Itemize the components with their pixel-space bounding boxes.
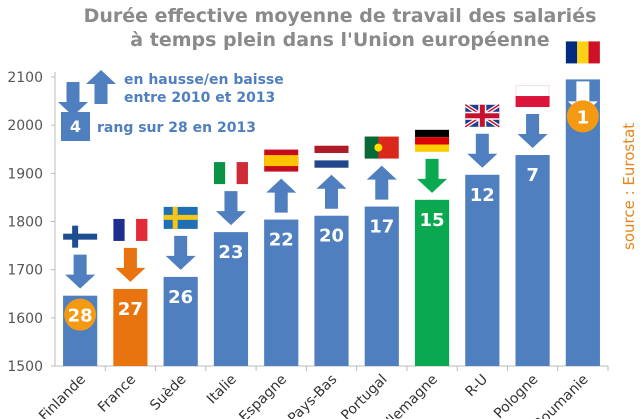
legend-rank-example: 4: [70, 117, 81, 136]
rank-label: 17: [369, 217, 394, 238]
flag-part: [415, 137, 450, 145]
flag-part: [163, 214, 198, 220]
trend-arrow-down-icon: [65, 254, 96, 289]
flag-part: [136, 218, 148, 241]
flag-allemagne-icon: [415, 129, 450, 152]
flag-part: [124, 218, 137, 241]
flag-part: [314, 145, 349, 154]
legend-arrow-up-icon: [86, 70, 116, 104]
flag-part: [314, 153, 349, 161]
flag-part: [516, 86, 549, 97]
x-tick-label: R-U: [463, 372, 492, 401]
flag-r-u-icon: [464, 103, 501, 129]
y-tick-label: 1500: [7, 359, 43, 375]
flag-part: [415, 129, 450, 138]
flag-part: [588, 41, 600, 64]
chart-title: Durée effective moyenne de travail des s…: [60, 4, 620, 52]
trend-arrow-up-icon: [266, 178, 297, 213]
rank-label: 15: [420, 210, 445, 231]
bar-espagne: [264, 219, 299, 366]
y-tick-label: 2000: [7, 118, 43, 134]
trend-arrow-up-icon: [316, 174, 347, 209]
title-line-2: à temps plein dans l'Union européenne: [130, 29, 550, 51]
trend-arrow-down-icon: [115, 247, 146, 282]
x-tick-label: France: [95, 372, 139, 416]
bar-pays-bas: [314, 215, 349, 366]
flag-part: [225, 162, 237, 185]
x-tick-label: Pays-Bas: [285, 372, 340, 419]
rank-highlight-circle: [566, 100, 599, 133]
bar-portugal: [364, 206, 399, 366]
y-tick-label: 1600: [7, 311, 43, 327]
y-tick-label: 1800: [7, 215, 43, 231]
legend-arrows-text-2: entre 2010 et 2013: [124, 90, 275, 106]
rank-label: 27: [118, 299, 143, 320]
flag-part: [364, 136, 379, 159]
trend-arrow-up-icon: [366, 165, 397, 200]
flag-part: [213, 162, 226, 185]
y-tick-label: 1900: [7, 166, 43, 182]
flag-part: [63, 233, 98, 240]
flag-finlande-icon: [63, 225, 98, 248]
bar-r-u: [465, 174, 500, 366]
x-tick-label: Pologne: [491, 372, 541, 419]
flag-part: [314, 160, 349, 168]
legend-arrows-text: en hausse/en baisse: [124, 72, 284, 88]
flag-italie-icon: [213, 162, 248, 185]
trend-arrow-down-icon: [517, 114, 548, 149]
x-tick-label: Espagne: [236, 372, 290, 419]
rank-label: 1: [577, 107, 590, 128]
flag-part: [236, 162, 248, 185]
rank-label: 26: [168, 287, 193, 308]
flag-part: [577, 41, 589, 64]
x-tick-label: Allemagne: [377, 372, 441, 419]
rank-label: 12: [470, 185, 495, 206]
flag-part: [113, 218, 125, 241]
flag-espagne-icon: [264, 149, 299, 172]
flag-pays-bas-icon: [314, 145, 349, 168]
flag-pologne-icon: [515, 85, 550, 108]
flag-part: [465, 113, 500, 119]
legend-rank-text: rang sur 28 en 2013: [97, 120, 256, 136]
y-tick-label: 2100: [7, 70, 43, 86]
flag-france-icon: [113, 218, 148, 241]
bar-france: [113, 288, 148, 366]
rank-label: 28: [68, 306, 93, 327]
rank-label: 23: [218, 242, 243, 263]
flag-suède-icon: [163, 206, 198, 229]
flag-roumanie-icon: [565, 41, 600, 64]
y-tick-label: 1700: [7, 263, 43, 279]
flag-part: [264, 155, 299, 167]
trend-arrow-down-icon: [417, 158, 448, 193]
rank-label: 7: [526, 165, 539, 186]
flag-part: [565, 41, 578, 64]
trend-arrow-down-icon: [215, 191, 246, 226]
rank-label: 22: [269, 230, 294, 251]
rank-label: 20: [319, 226, 344, 247]
x-tick-label: Portugal: [338, 372, 390, 419]
legend-arrow-down-icon: [58, 82, 88, 116]
flag-portugal-icon: [364, 136, 399, 159]
flag-part: [415, 144, 450, 152]
bar-pologne: [515, 155, 550, 366]
x-tick-label: Roumanie: [531, 372, 592, 419]
x-tick-label: Suède: [147, 372, 189, 414]
bar-italie: [213, 232, 249, 366]
x-tick-label: Finlande: [36, 372, 89, 419]
bar-suède: [163, 276, 198, 366]
rank-highlight-circle: [64, 298, 97, 331]
trend-arrow-down-icon: [467, 133, 498, 168]
trend-arrow-down-icon: [165, 235, 196, 270]
flag-part: [515, 96, 550, 108]
x-tick-label: Italie: [204, 372, 240, 408]
flag-part: [374, 143, 383, 152]
title-line-1: Durée effective moyenne de travail des s…: [83, 5, 597, 27]
bar-allemagne: [414, 199, 450, 366]
legend-rank-box: [61, 112, 90, 141]
